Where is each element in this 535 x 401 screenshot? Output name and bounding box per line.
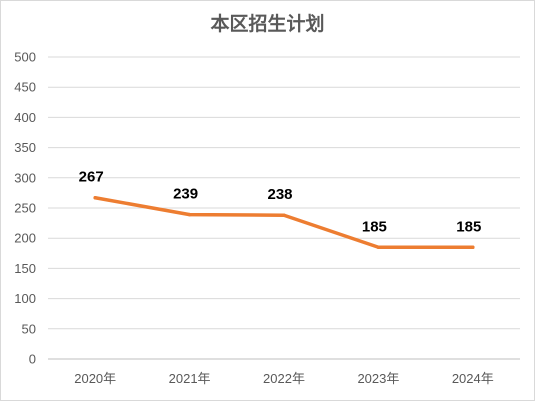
y-tick-label: 200 <box>14 231 36 246</box>
series-line <box>93 195 475 250</box>
y-tick-label: 150 <box>14 261 36 276</box>
data-point <box>187 212 192 217</box>
series <box>93 195 475 250</box>
data-point <box>282 213 286 217</box>
y-tick-label: 350 <box>14 140 36 155</box>
x-tick-label: 2023年 <box>357 371 399 386</box>
data-label: 185 <box>456 218 481 235</box>
y-tick-label: 300 <box>14 170 36 185</box>
y-tick-label: 500 <box>14 50 36 65</box>
data-label: 239 <box>173 186 198 203</box>
data-point <box>376 245 381 250</box>
data-label: 267 <box>79 169 104 186</box>
data-labels: 267 239 238 185 185 <box>79 169 482 236</box>
y-tick-label: 400 <box>14 110 36 125</box>
y-tick-label: 450 <box>14 80 36 95</box>
x-tick-label: 2022年 <box>263 371 305 386</box>
data-label: 238 <box>267 186 292 203</box>
y-tick-label: 100 <box>14 291 36 306</box>
chart-title: 本区招生计划 <box>210 13 325 35</box>
x-tick-label: 2021年 <box>169 371 211 386</box>
y-tick-label: 50 <box>22 321 36 336</box>
x-axis: 2020年 2021年 2022年 2023年 2024年 <box>48 358 520 386</box>
gridlines <box>48 56 520 330</box>
data-point <box>471 245 475 250</box>
data-point <box>93 195 97 200</box>
y-tick-label: 0 <box>29 352 36 367</box>
x-tick-label: 2020年 <box>74 371 116 386</box>
y-tick-label: 250 <box>14 201 36 216</box>
x-tick-label: 2024年 <box>452 371 494 386</box>
data-label: 185 <box>362 218 387 235</box>
y-axis: 0 50 100 150 200 250 300 350 400 450 500 <box>14 50 36 367</box>
